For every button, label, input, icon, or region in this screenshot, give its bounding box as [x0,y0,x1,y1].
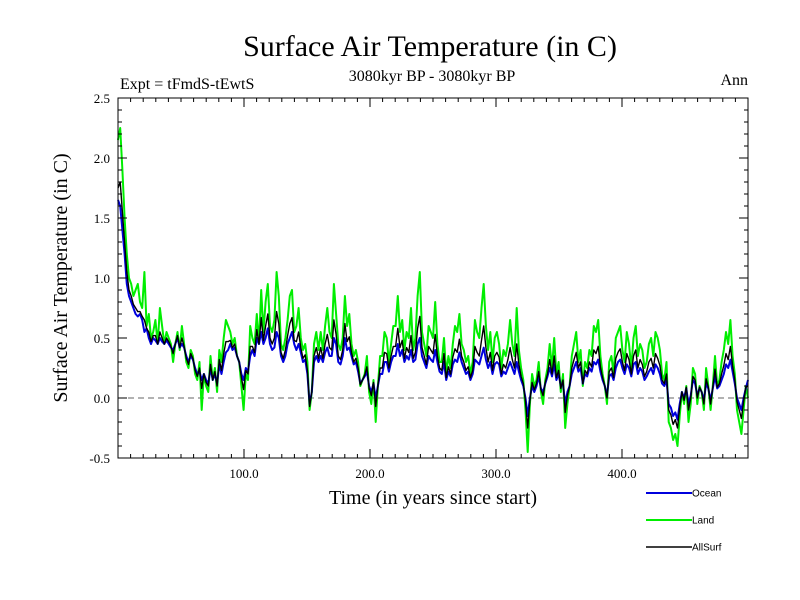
y-tick-label: 1.0 [94,271,110,286]
x-tick-label: 300.0 [481,466,510,481]
x-tick-label: 200.0 [355,466,384,481]
x-tick-label: 100.0 [229,466,258,481]
experiment-label: Expt = tFmdS-tEwtS [120,76,254,93]
legend-label-ocean: Ocean [692,489,721,500]
ticks-layer: -0.5 0.0 0.5 1.0 1.5 2.0 2.5 100.0 200.0 300.0 400… [89,91,749,481]
x-axis-label: Time (in years since start) [329,487,537,509]
y-tick-label: 1.5 [94,211,110,226]
legend-label-allsurf: AllSurf [692,543,722,554]
y-tick-label: 2.5 [94,91,110,106]
series-layer [117,127,749,453]
series-line-land [117,127,749,453]
series-line-ocean [117,199,749,421]
y-tick-label: 2.0 [94,151,110,166]
period-label: 3080kyr BP - 3080kyr BP [349,68,516,85]
y-tick-label: -0.5 [89,451,110,466]
chart-title: Surface Air Temperature (in C) [243,30,617,63]
legend: Ocean Land AllSurf [646,489,722,554]
legend-label-land: Land [692,516,714,527]
y-tick-label: 0.5 [94,331,110,346]
season-label: Ann [720,72,748,89]
y-tick-label: 0.0 [94,391,110,406]
y-axis-label: Surface Air Temperature (in C) [50,153,72,402]
series-line-allsurf [117,181,749,429]
x-tick-label: 400.0 [607,466,636,481]
